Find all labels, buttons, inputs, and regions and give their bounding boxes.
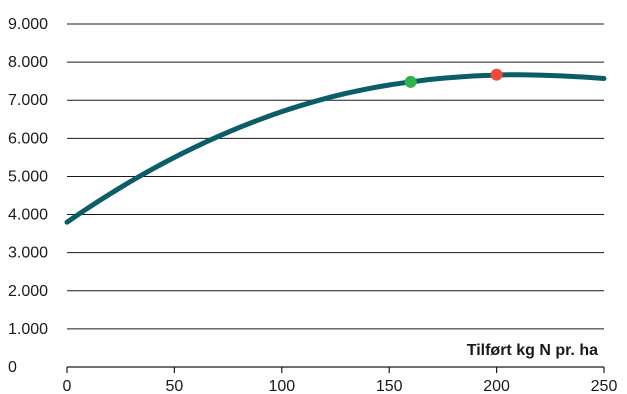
y-tick-label: 3.000	[8, 245, 48, 262]
y-tick-labels: 0 1.000 2.000 3.000 4.000 5.000 6.000 7.000 8.00…	[8, 16, 48, 376]
x-tick-label: 150	[376, 378, 403, 394]
x-tick-label: 50	[166, 378, 184, 394]
data-point	[404, 75, 417, 88]
data-markers	[404, 68, 503, 88]
x-tick-labels: 0 50 100 150 200 250	[63, 378, 618, 394]
x-axis-title: Tilført kg N pr. ha	[467, 342, 598, 359]
y-tick-label: 9.000	[8, 16, 48, 33]
y-tick-label: 0	[8, 359, 17, 376]
y-tick-label: 7.000	[8, 92, 48, 109]
series-line	[64, 72, 607, 225]
y-tick-label: 4.000	[8, 207, 48, 224]
y-tick-label: 8.000	[8, 54, 48, 71]
y-tick-label: 1.000	[8, 321, 48, 338]
x-tick-label: 250	[591, 378, 618, 394]
y-tick-label: 2.000	[8, 283, 48, 300]
gridlines	[67, 23, 604, 330]
data-point	[490, 68, 503, 81]
x-tick-label: 0	[63, 378, 72, 394]
x-axis	[66, 366, 605, 373]
x-tick-label: 100	[268, 378, 295, 394]
y-tick-label: 6.000	[8, 130, 48, 147]
x-tick-label: 200	[483, 378, 510, 394]
series-lines	[64, 72, 607, 225]
y-tick-label: 5.000	[8, 168, 48, 185]
